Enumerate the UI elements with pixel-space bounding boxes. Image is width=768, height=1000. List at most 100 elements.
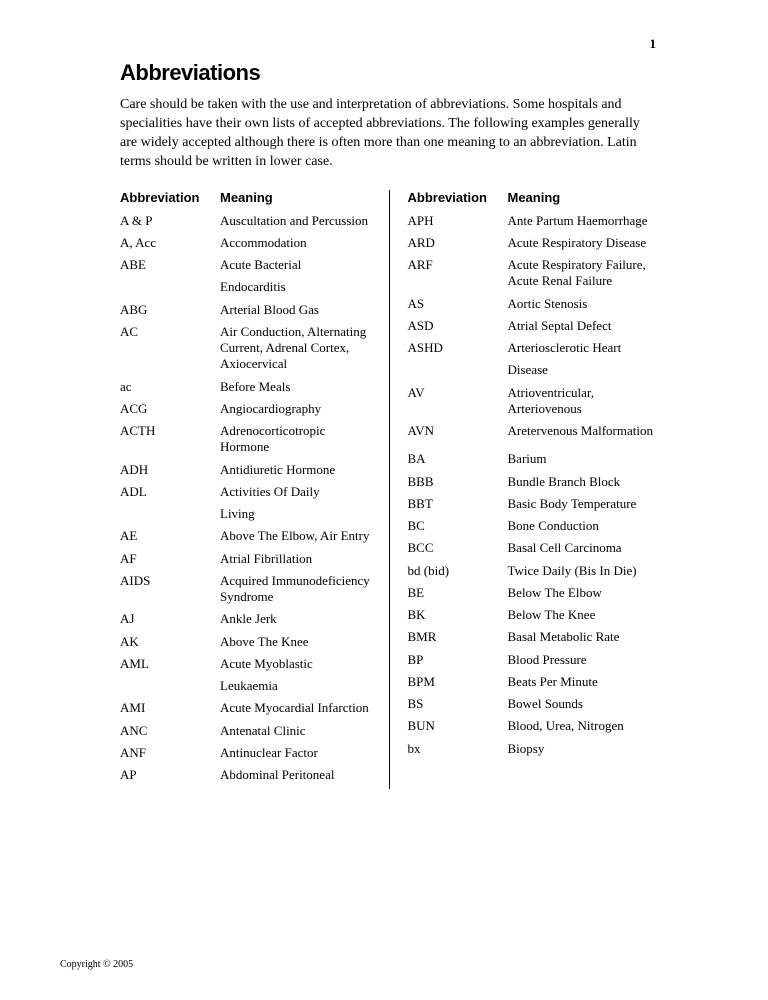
abbreviation-cell: ANC xyxy=(120,723,220,739)
meaning-cell: Acute Myoblastic xyxy=(220,656,371,672)
abbreviation-cell: ABE xyxy=(120,257,220,273)
abbreviation-cell: APH xyxy=(408,213,508,229)
meaning-cell: Bone Conduction xyxy=(508,518,659,534)
table-row: ACAir Conduction, Alternating Current, A… xyxy=(120,324,371,373)
meaning-cell: Bundle Branch Block xyxy=(508,474,659,490)
table-row: AVNAretervenous Malformation xyxy=(408,423,659,439)
abbreviation-cell: AML xyxy=(120,656,220,672)
table-row: ADLActivities Of Daily xyxy=(120,484,371,500)
meaning-cell: Leukaemia xyxy=(220,678,371,694)
abbreviation-cell: AV xyxy=(408,385,508,418)
table-row: acBefore Meals xyxy=(120,379,371,395)
table-row: ARDAcute Respiratory Disease xyxy=(408,235,659,251)
meaning-cell: Ankle Jerk xyxy=(220,611,371,627)
table-row: ABGArterial Blood Gas xyxy=(120,302,371,318)
meaning-cell: Antinuclear Factor xyxy=(220,745,371,761)
meaning-cell: Twice Daily (Bis In Die) xyxy=(508,563,659,579)
meaning-cell: Basal Metabolic Rate xyxy=(508,629,659,645)
table-row: BBTBasic Body Temperature xyxy=(408,496,659,512)
table-row: BABarium xyxy=(408,451,659,467)
table-row: BMRBasal Metabolic Rate xyxy=(408,629,659,645)
abbreviation-cell: AC xyxy=(120,324,220,373)
table-row: Endocarditis xyxy=(120,279,371,295)
abbreviation-cell xyxy=(120,678,220,694)
abbreviation-cell: BE xyxy=(408,585,508,601)
abbreviation-cell: ACTH xyxy=(120,423,220,456)
abbreviation-cell: ABG xyxy=(120,302,220,318)
abbreviation-cell xyxy=(120,279,220,295)
abbreviation-cell: AF xyxy=(120,551,220,567)
table-row: Disease xyxy=(408,362,659,378)
left-column: Abbreviation Meaning A & PAuscultation a… xyxy=(120,190,389,790)
abbreviation-cell: BA xyxy=(408,451,508,467)
table-row: AIDSAcquired Immunodeficiency Syndrome xyxy=(120,573,371,606)
abbreviation-cell: A, Acc xyxy=(120,235,220,251)
meaning-cell: Before Meals xyxy=(220,379,371,395)
meaning-cell: Air Conduction, Alternating Current, Adr… xyxy=(220,324,371,373)
table-row: AFAtrial Fibrillation xyxy=(120,551,371,567)
abbreviation-cell xyxy=(120,506,220,522)
table-row: A & PAuscultation and Percussion xyxy=(120,213,371,229)
meaning-cell: Acute Myocardial Infarction xyxy=(220,700,371,716)
meaning-cell: Arterial Blood Gas xyxy=(220,302,371,318)
meaning-cell: Ante Partum Haemorrhage xyxy=(508,213,659,229)
table-row: Leukaemia xyxy=(120,678,371,694)
abbreviation-cell: ASD xyxy=(408,318,508,334)
table-row: ASHDArteriosclerotic Heart xyxy=(408,340,659,356)
abbreviation-cell: BMR xyxy=(408,629,508,645)
table-row: ABEAcute Bacterial xyxy=(120,257,371,273)
abbreviation-cell: BBT xyxy=(408,496,508,512)
title: Abbreviations xyxy=(120,60,658,86)
table-row: ARFAcute Respiratory Failure, Acute Rena… xyxy=(408,257,659,290)
table-row: ANFAntinuclear Factor xyxy=(120,745,371,761)
abbreviation-cell: AVN xyxy=(408,423,508,439)
header-abbreviation: Abbreviation xyxy=(408,190,508,205)
abbreviation-cell: ac xyxy=(120,379,220,395)
table-row: AEAbove The Elbow, Air Entry xyxy=(120,528,371,544)
abbreviation-cell: AMI xyxy=(120,700,220,716)
abbreviation-cell xyxy=(408,362,508,378)
meaning-cell: Bowel Sounds xyxy=(508,696,659,712)
meaning-cell: Antenatal Clinic xyxy=(220,723,371,739)
table-row: ACGAngiocardiography xyxy=(120,401,371,417)
abbreviation-cell: BP xyxy=(408,652,508,668)
abbreviation-cell: ARF xyxy=(408,257,508,290)
meaning-cell: Aortic Stenosis xyxy=(508,296,659,312)
abbreviation-cell: ANF xyxy=(120,745,220,761)
table-row: AKAbove The Knee xyxy=(120,634,371,650)
meaning-cell: Antidiuretic Hormone xyxy=(220,462,371,478)
table-row: BKBelow The Knee xyxy=(408,607,659,623)
meaning-cell: Aretervenous Malformation xyxy=(508,423,659,439)
meaning-cell: Abdominal Peritoneal xyxy=(220,767,371,783)
table-row: BPMBeats Per Minute xyxy=(408,674,659,690)
meaning-cell: Auscultation and Percussion xyxy=(220,213,371,229)
abbreviation-cell: BS xyxy=(408,696,508,712)
table-row: bxBiopsy xyxy=(408,741,659,757)
abbreviation-cell: ADH xyxy=(120,462,220,478)
table-row: BCBone Conduction xyxy=(408,518,659,534)
meaning-cell: Disease xyxy=(508,362,659,378)
table-row: BPBlood Pressure xyxy=(408,652,659,668)
abbreviation-cell: AK xyxy=(120,634,220,650)
table-row: ACTHAdrenocorticotropic Hormone xyxy=(120,423,371,456)
abbreviation-cell: BBB xyxy=(408,474,508,490)
abbreviation-cell: BUN xyxy=(408,718,508,734)
abbreviation-cell: AS xyxy=(408,296,508,312)
meaning-cell: Activities Of Daily xyxy=(220,484,371,500)
meaning-cell: Above The Elbow, Air Entry xyxy=(220,528,371,544)
header-meaning: Meaning xyxy=(508,190,659,205)
abbreviation-cell: AJ xyxy=(120,611,220,627)
table-row: APAbdominal Peritoneal xyxy=(120,767,371,783)
meaning-cell: Atrioventricular, Arteriovenous xyxy=(508,385,659,418)
abbreviation-cell: ARD xyxy=(408,235,508,251)
meaning-cell: Living xyxy=(220,506,371,522)
abbreviation-cell: bx xyxy=(408,741,508,757)
copyright-footer: Copyright © 2005 xyxy=(60,959,133,970)
abbreviation-cell: AE xyxy=(120,528,220,544)
meaning-cell: Basic Body Temperature xyxy=(508,496,659,512)
table-row: APHAnte Partum Haemorrhage xyxy=(408,213,659,229)
meaning-cell: Acute Respiratory Disease xyxy=(508,235,659,251)
meaning-cell: Biopsy xyxy=(508,741,659,757)
meaning-cell: Endocarditis xyxy=(220,279,371,295)
page: 1 Abbreviations Care should be taken wit… xyxy=(0,0,768,1000)
